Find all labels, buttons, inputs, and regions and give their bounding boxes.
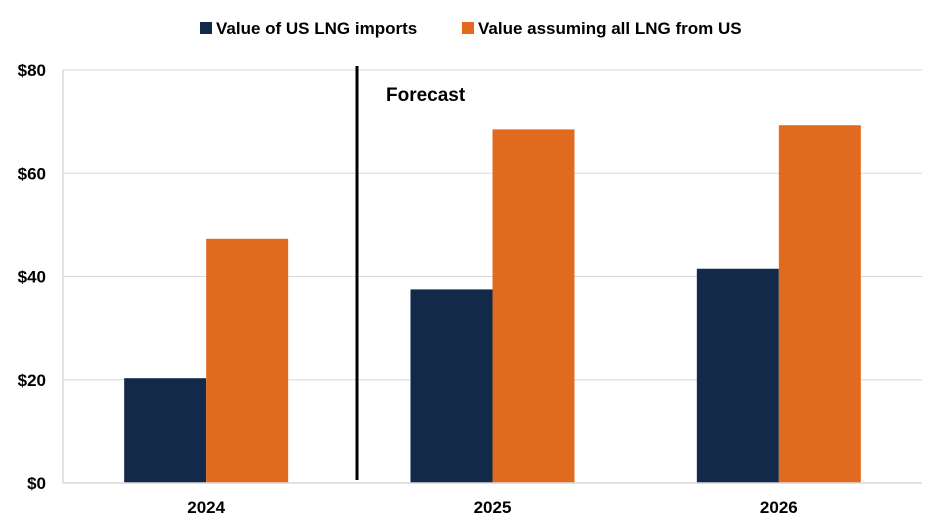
y-tick-label: $40	[18, 268, 46, 287]
x-axis: 2024 2025 2026	[63, 482, 922, 517]
legend-label-us-lng-imports: Value of US LNG imports	[216, 19, 417, 38]
forecast-label: Forecast	[386, 85, 466, 106]
y-tick-label: $60	[18, 164, 46, 183]
y-axis: $0 $20 $40 $60 $80	[18, 61, 64, 493]
y-tick-label: $0	[27, 474, 46, 493]
legend-swatch-all-lng-from-us	[462, 22, 474, 34]
x-tick-label: 2024	[187, 498, 225, 517]
x-tick-label: 2026	[760, 498, 798, 517]
x-tick-label: 2025	[474, 498, 512, 517]
bar-2025-series-0	[410, 289, 493, 483]
bar-2024-series-0	[124, 378, 207, 483]
y-tick-label: $80	[18, 61, 46, 80]
bar-2025-series-1	[492, 129, 575, 483]
legend-label-all-lng-from-us: Value assuming all LNG from US	[478, 19, 742, 38]
y-tick-label: $20	[18, 371, 46, 390]
legend-swatch-us-lng-imports	[200, 22, 212, 34]
legend: Value of US LNG imports Value assuming a…	[200, 19, 742, 38]
bar-2024-series-1	[206, 238, 289, 483]
bar-2026-series-0	[696, 268, 779, 483]
bars	[124, 125, 861, 484]
bar-2026-series-1	[778, 125, 861, 484]
